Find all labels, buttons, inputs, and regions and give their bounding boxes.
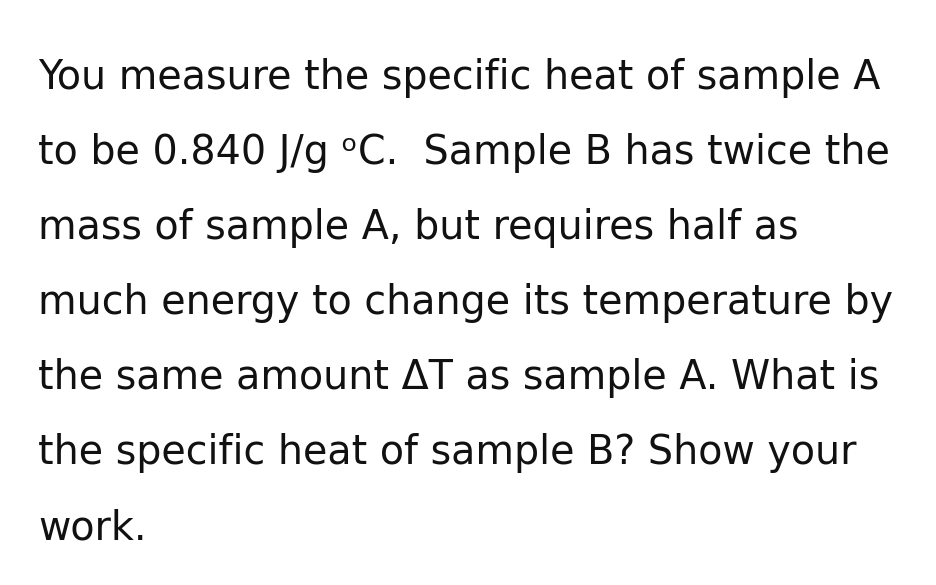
Text: the same amount ΔT as sample A. What is: the same amount ΔT as sample A. What is xyxy=(38,358,879,398)
Text: You measure the specific heat of sample A: You measure the specific heat of sample … xyxy=(38,58,881,98)
Text: work.: work. xyxy=(38,508,147,548)
Text: to be 0.840 J/g ᵒC.  Sample B has twice the: to be 0.840 J/g ᵒC. Sample B has twice t… xyxy=(38,133,890,173)
Text: the specific heat of sample B? Show your: the specific heat of sample B? Show your xyxy=(38,433,856,473)
Text: mass of sample A, but requires half as: mass of sample A, but requires half as xyxy=(38,208,798,248)
Text: much energy to change its temperature by: much energy to change its temperature by xyxy=(38,283,893,323)
